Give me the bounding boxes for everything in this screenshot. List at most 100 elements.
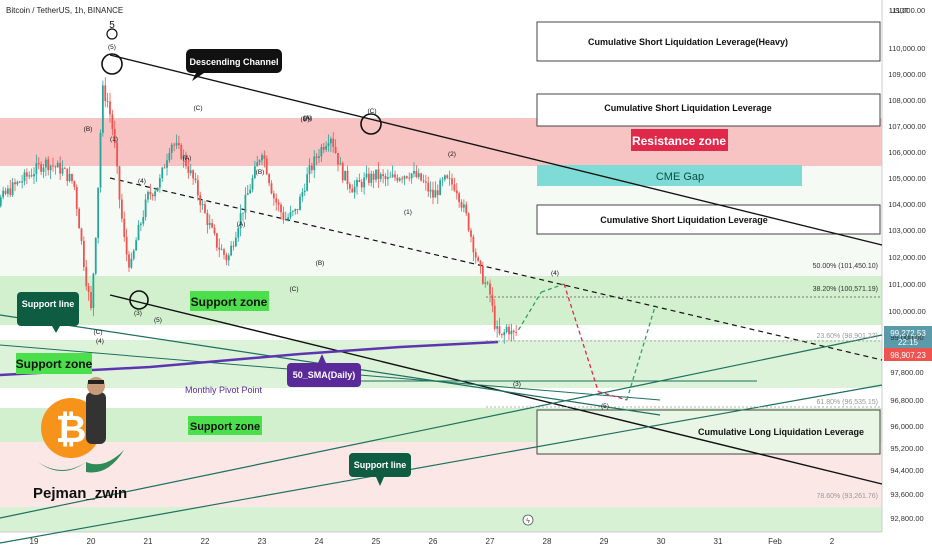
candle-body <box>170 144 173 153</box>
price-tick-label: 92,800.00 <box>890 514 923 523</box>
candle-body <box>481 265 484 284</box>
wave-label: (1) <box>404 209 412 216</box>
fib-618-label: 61.80% (96,535.15) <box>817 399 879 406</box>
candle-body <box>68 174 71 182</box>
candle-body <box>306 174 309 191</box>
candle-body <box>82 240 85 268</box>
countdown-label: 22:15 <box>898 338 919 347</box>
candle-body <box>249 189 252 194</box>
candle-body <box>187 166 190 174</box>
candle-body <box>413 170 415 174</box>
descending-channel-label-tail <box>192 73 204 81</box>
candle-body <box>213 227 216 234</box>
candle-body <box>356 179 358 187</box>
candle-body <box>92 273 95 309</box>
price-tick-label: 99,000.00 <box>890 333 923 342</box>
candle-body <box>90 292 92 309</box>
candle-body <box>358 179 361 183</box>
candle-body <box>232 245 235 247</box>
candle-body <box>218 247 221 250</box>
candle-body <box>130 258 133 268</box>
time-axis-bg <box>0 532 932 550</box>
projection-segment <box>598 390 627 401</box>
wave-label: (5) <box>154 317 162 324</box>
short-liq-heavy-box <box>536 21 881 62</box>
candle-body <box>308 165 311 175</box>
candle-body <box>101 85 104 133</box>
price-tick-label: 109,000.00 <box>888 70 926 79</box>
time-tick-label: 26 <box>429 537 438 546</box>
candle-body <box>30 175 33 177</box>
price-tick-label: 101,000.00 <box>888 280 926 289</box>
candle-body <box>427 182 430 192</box>
resistance-zone-label: Resistance zone <box>632 134 726 148</box>
candle-body <box>59 162 62 174</box>
time-tick-label: Feb <box>768 537 782 546</box>
price-tick-label: 104,000.00 <box>888 200 926 209</box>
second-price-box <box>884 348 932 361</box>
candle-body <box>244 194 247 213</box>
candle-body <box>275 198 278 203</box>
support-zone-label-1: Support zone <box>191 295 268 309</box>
candle-body <box>294 209 297 212</box>
candle-body <box>135 240 138 251</box>
fib-786-label: 78.60% (93,261.76) <box>817 493 879 500</box>
candle-body <box>61 168 64 174</box>
candle-body <box>206 212 209 226</box>
time-tick-label: 22 <box>201 537 210 546</box>
candle-body <box>424 181 427 183</box>
long-liq-label: Cumulative Long Liquidation Leverage <box>698 427 864 437</box>
svg-text:₿: ₿ <box>56 409 87 451</box>
candle-body <box>242 212 244 214</box>
candle-body <box>503 332 506 336</box>
candle-body <box>66 168 69 182</box>
wave-label: (3) <box>513 381 521 388</box>
candle-body <box>515 332 518 334</box>
wave-label: 5 <box>109 20 115 31</box>
candle-body <box>420 173 423 181</box>
candle-body <box>144 199 147 218</box>
price-tick-label: 97,800.00 <box>890 368 923 377</box>
support-line-label-tail-2 <box>376 477 384 486</box>
candle-body <box>199 195 202 206</box>
candle-body <box>97 187 100 238</box>
candle-body <box>109 101 111 115</box>
price-tick-label: 96,800.00 <box>890 396 923 405</box>
candle-body <box>237 228 240 238</box>
candle-body <box>470 230 472 237</box>
author-avatar: ₿ <box>38 377 124 473</box>
candle-body <box>215 233 218 248</box>
candle-body <box>163 167 166 169</box>
currency-label: USDT <box>890 8 910 15</box>
support-line-label-1: Support line <box>22 299 75 309</box>
price-tick-label: 105,000.00 <box>888 174 926 183</box>
candle-body <box>239 213 242 229</box>
candle-body <box>441 179 444 181</box>
wave-c-circle <box>360 113 382 135</box>
time-axis[interactable]: 19 20 21 22 23 24 25 26 27 28 29 30 31 Feb 2 <box>30 537 835 546</box>
candle-body <box>282 212 285 220</box>
short-liq-box-2 <box>536 204 881 235</box>
candle-body <box>154 191 157 197</box>
wave-label: (B) <box>316 260 325 267</box>
projection-segment <box>626 305 656 401</box>
candle-body <box>472 236 475 253</box>
candle-body <box>277 202 280 205</box>
candle-body <box>227 255 230 261</box>
channel-midline-dashed <box>109 177 883 361</box>
candle-body <box>299 196 301 211</box>
candle-body <box>4 190 7 194</box>
price-axis[interactable]: 111,000.00 110,000.00 109,000.00 108,000.00… <box>888 6 926 523</box>
wave-label: (A) <box>303 115 312 122</box>
wave-label: (B) <box>256 169 265 176</box>
candle-body <box>80 228 83 241</box>
candle-body <box>505 326 508 333</box>
lightning-icon <box>522 514 534 526</box>
support-line-label-bg-2 <box>349 453 411 477</box>
time-tick-label: 21 <box>144 537 153 546</box>
second-price-label: 98,907.23 <box>890 351 926 360</box>
candle-body <box>313 156 316 171</box>
price-tick-label: 110,000.00 <box>889 44 926 53</box>
candle-body <box>106 101 109 102</box>
